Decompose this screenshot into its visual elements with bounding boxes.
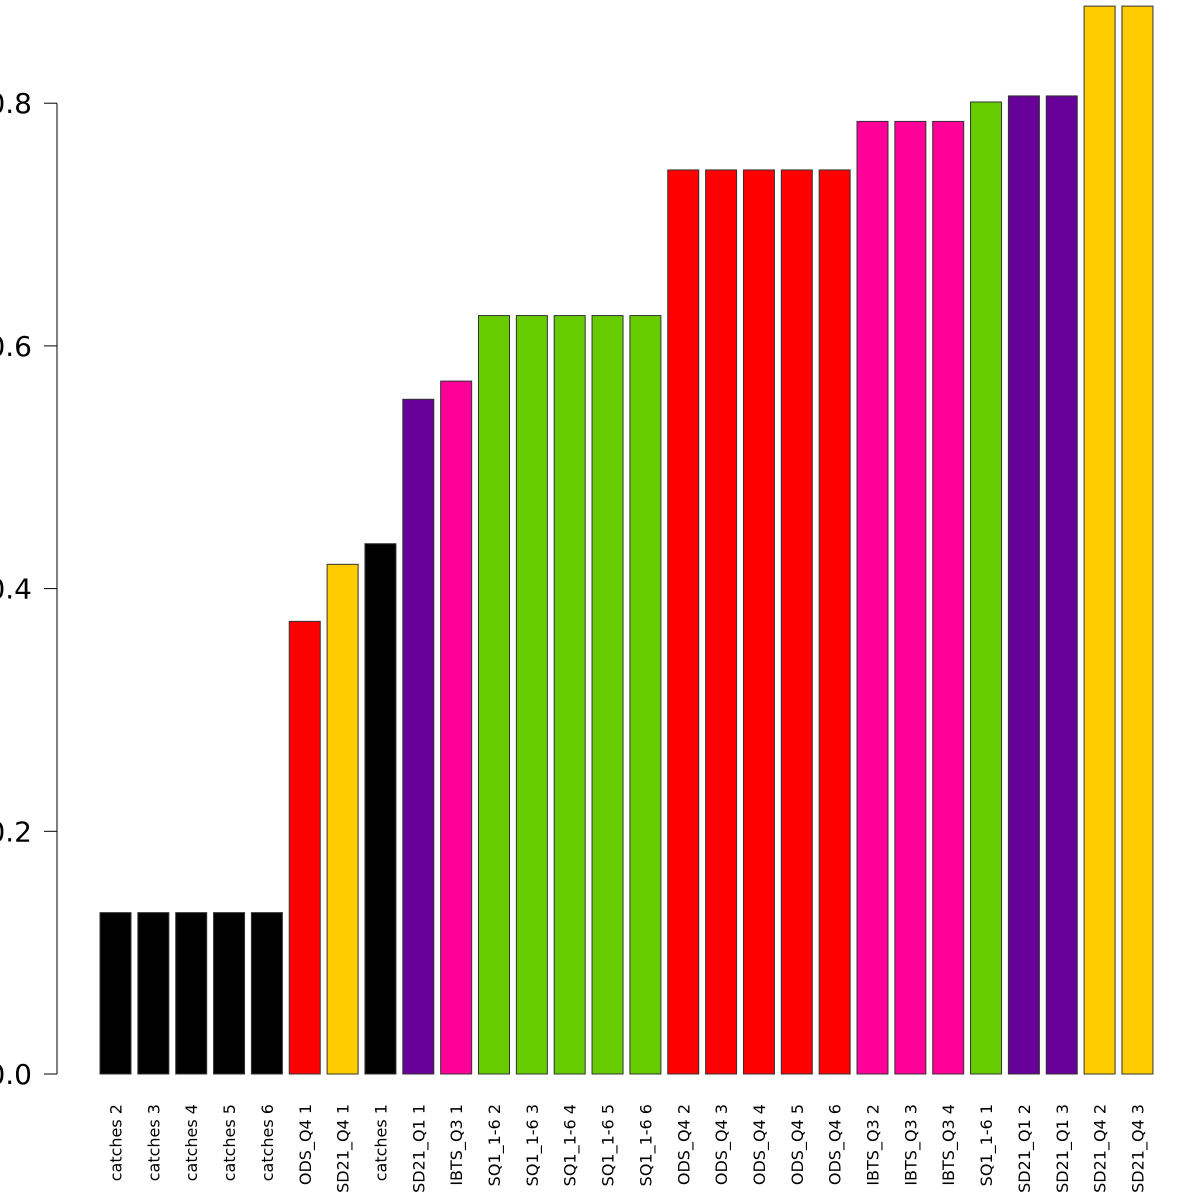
x-tick-label: catches 1 [371, 1104, 390, 1181]
bar [478, 315, 510, 1075]
x-axis-labels: catches 2 catches 3 catches 4 catches 5 catc… [107, 1104, 1149, 1193]
y-tick-label: 0.2 [0, 815, 32, 848]
x-tick-label: SQ1_1-6 2 [485, 1104, 505, 1186]
bar [629, 315, 662, 1075]
x-tick-label: ODS_Q4 2 [674, 1104, 694, 1185]
x-tick-label: IBTS_Q3 1 [447, 1104, 467, 1186]
x-tick-label: catches 3 [144, 1104, 163, 1181]
x-tick-label: SQ1_1-6 5 [599, 1104, 619, 1186]
bar [970, 101, 1003, 1075]
y-axis: 0.0 0.2 0.4 0.6 0.8 [0, 87, 58, 1091]
bar [288, 620, 321, 1075]
bar [137, 912, 170, 1075]
x-tick-label: SD21_Q4 1 [334, 1104, 354, 1193]
bar [1083, 5, 1116, 1075]
bar [364, 543, 397, 1075]
bar [553, 315, 586, 1075]
bar [99, 912, 132, 1075]
bar [932, 120, 965, 1075]
bar [1007, 95, 1040, 1075]
bar [1045, 95, 1078, 1075]
bar [894, 120, 927, 1075]
x-tick-label: ODS_Q4 6 [826, 1104, 846, 1185]
bar [175, 912, 208, 1075]
y-tick-label: 0.6 [0, 330, 32, 363]
x-tick-label: SD21_Q4 2 [1091, 1104, 1111, 1193]
x-tick-label: catches 5 [220, 1104, 239, 1181]
x-tick-label: SD21_Q4 3 [1128, 1104, 1148, 1193]
x-tick-label: ODS_Q4 3 [712, 1104, 732, 1185]
x-tick-label: SQ1_1-6 6 [636, 1104, 656, 1186]
bar [1121, 5, 1154, 1075]
bar [326, 563, 359, 1075]
x-tick-label: SD21_Q1 1 [409, 1104, 429, 1193]
bar [742, 169, 775, 1075]
x-tick-label: IBTS_Q3 4 [939, 1104, 959, 1186]
x-tick-label: SD21_Q1 3 [1053, 1104, 1073, 1193]
x-tick-label: ODS_Q4 4 [750, 1104, 770, 1185]
x-tick-label: SQ1_1-6 1 [977, 1104, 997, 1186]
x-tick-label: catches 2 [107, 1104, 126, 1181]
x-tick-label: catches 6 [258, 1104, 277, 1181]
x-tick-label: IBTS_Q3 3 [901, 1104, 921, 1186]
bar [250, 912, 283, 1075]
y-tick-label: 0.0 [0, 1058, 32, 1091]
x-tick-label: ODS_Q4 1 [296, 1104, 316, 1185]
x-tick-label: ODS_Q4 5 [788, 1104, 808, 1185]
x-tick-label: SQ1_1-6 3 [523, 1104, 543, 1186]
bar [440, 380, 473, 1075]
bar [667, 169, 700, 1075]
bars-group [99, 5, 1154, 1075]
bar [515, 315, 548, 1075]
x-tick-label: IBTS_Q3 2 [864, 1104, 884, 1186]
y-tick-label: 0.8 [0, 87, 32, 120]
x-tick-label: SQ1_1-6 4 [561, 1104, 581, 1186]
bar [856, 120, 889, 1075]
bar [780, 169, 813, 1075]
y-tick-label: 0.4 [0, 573, 32, 606]
bar [591, 315, 624, 1075]
bar [402, 398, 435, 1075]
bar [705, 169, 738, 1075]
x-tick-label: catches 4 [182, 1104, 201, 1181]
bar [818, 169, 851, 1075]
x-tick-label: SD21_Q1 2 [1015, 1104, 1035, 1193]
bar [213, 912, 246, 1075]
